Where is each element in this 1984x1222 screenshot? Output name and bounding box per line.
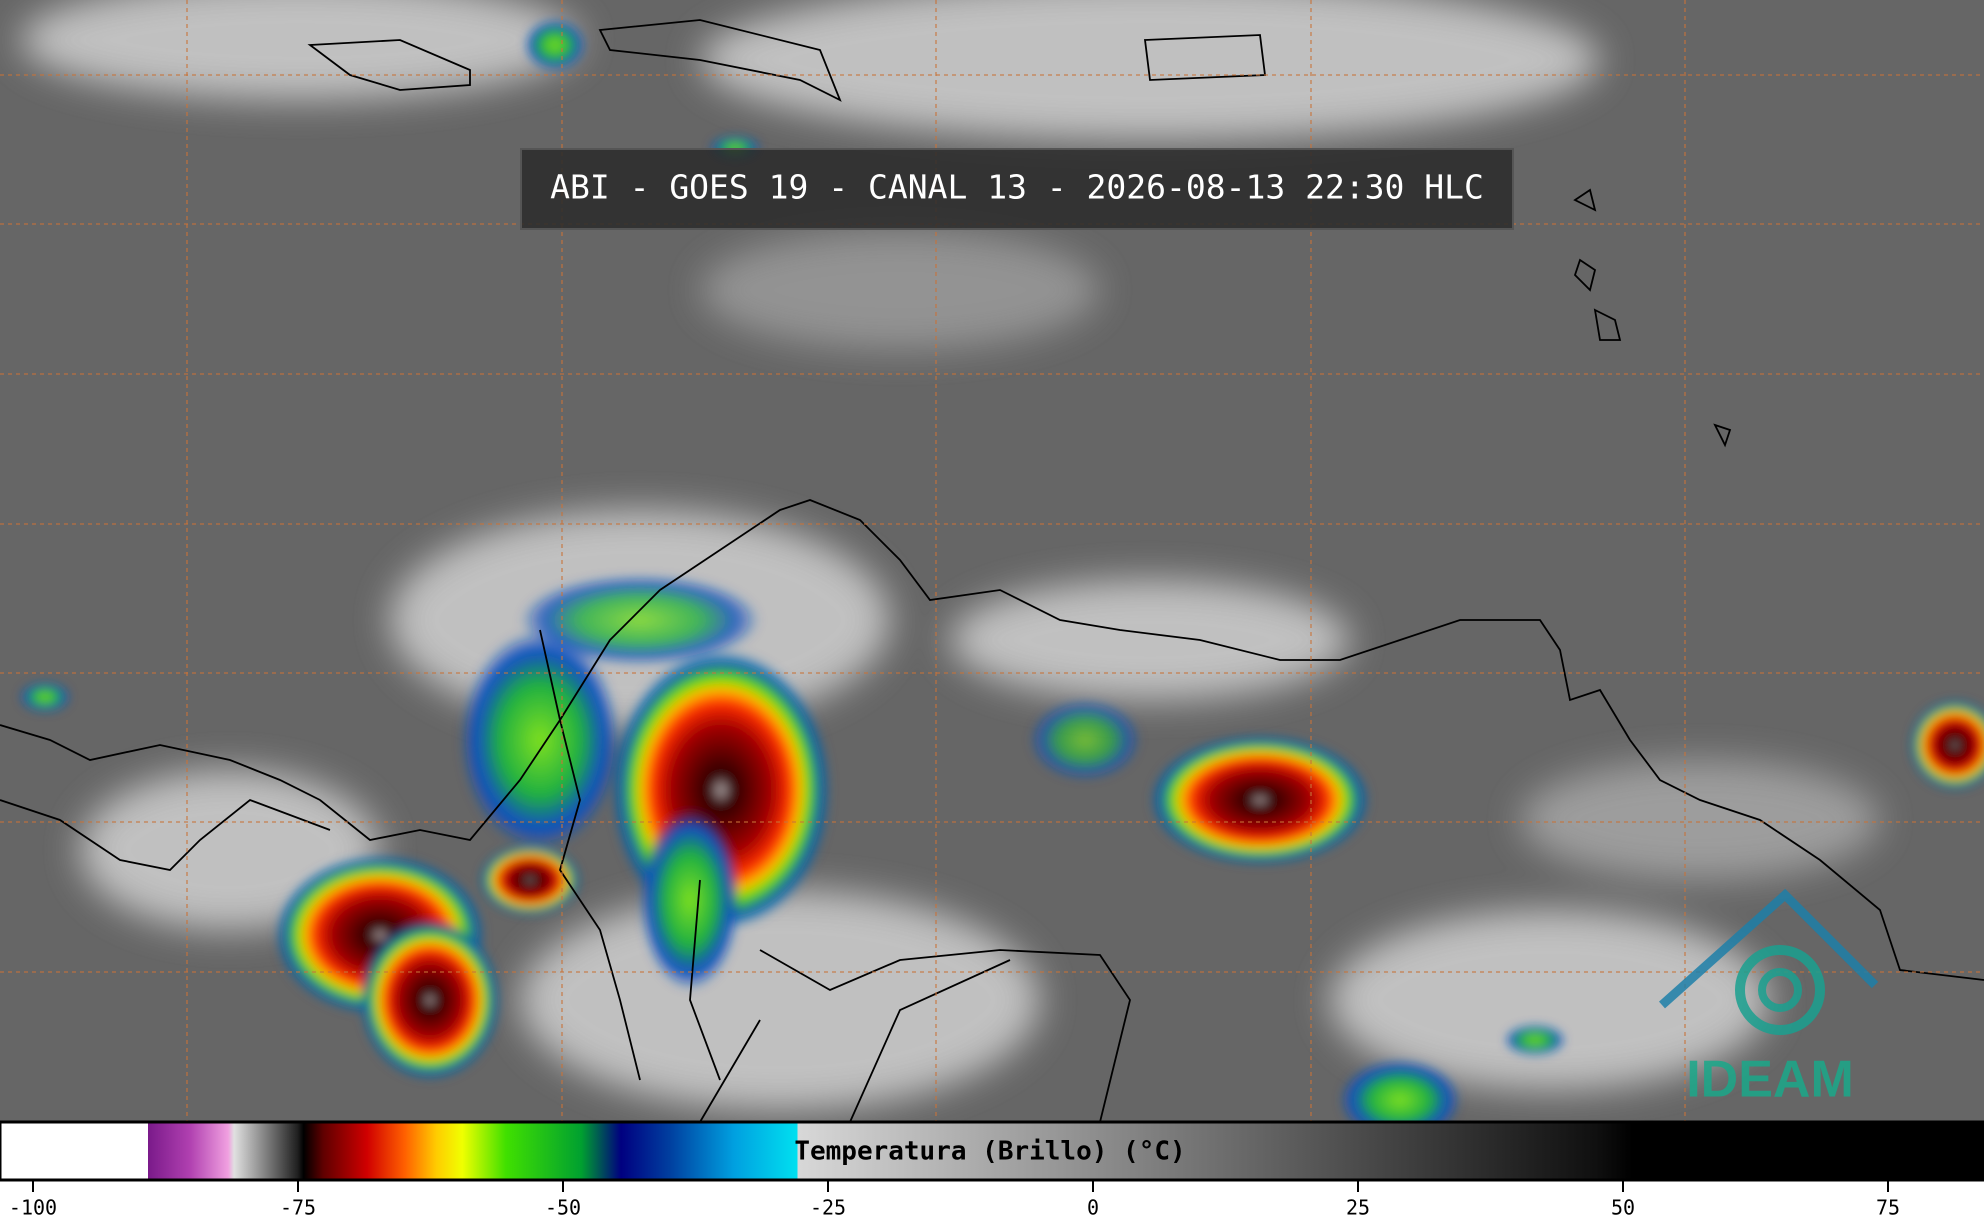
colorbar (0, 1120, 1984, 1182)
logo: IDEAM (1659, 888, 1879, 1109)
colorbar-label: Temperatura (Brillo) (°C) (794, 1137, 1185, 1167)
tick-label: 75 (1876, 1196, 1900, 1220)
title: ABI - GOES 19 - CANAL 13 - 2026-08-13 22… (550, 168, 1484, 207)
tick-label: -75 (280, 1196, 316, 1220)
lat-lon-grid (0, 0, 1984, 1122)
tick-label: -25 (810, 1196, 846, 1220)
colorbar-ticks: -100 -75 -50 -25 0 25 50 75 (9, 1180, 1900, 1220)
tick-label: 25 (1346, 1196, 1370, 1220)
logo-text: IDEAM (1686, 1051, 1854, 1109)
title-box (520, 148, 1514, 230)
tick-label: -50 (545, 1196, 581, 1220)
tick-label: -100 (9, 1196, 57, 1220)
tick-label: 50 (1611, 1196, 1635, 1220)
tick-label: 0 (1087, 1196, 1099, 1220)
